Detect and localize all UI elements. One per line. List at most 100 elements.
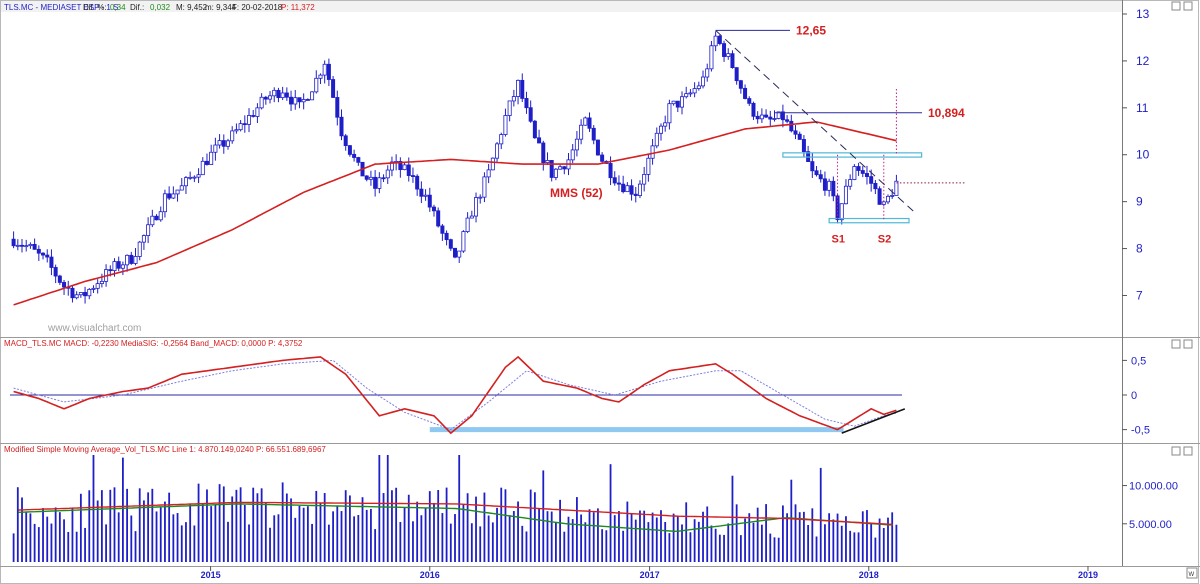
candle-body-down <box>453 247 458 258</box>
price-candle <box>24 239 29 252</box>
macd-window-controls[interactable] <box>1171 339 1193 349</box>
price-candle <box>848 174 853 190</box>
volume-bar <box>319 503 322 562</box>
price-candle <box>827 178 832 197</box>
price-candle <box>881 200 886 207</box>
price-candle <box>423 189 428 201</box>
candle-body-up <box>150 215 155 226</box>
candle-body-down <box>83 292 88 297</box>
macd-signal-line <box>13 359 897 431</box>
candle-body-up <box>146 224 151 237</box>
volume-bar <box>529 489 532 562</box>
price-candle <box>801 135 806 157</box>
candle-body-up <box>776 111 781 119</box>
volume-bar <box>554 522 557 562</box>
candle-body-down <box>373 176 378 189</box>
volume-ytick-label: 10.000.00 <box>1129 481 1178 493</box>
candle-body-up <box>238 123 243 131</box>
macd-minimize-button[interactable] <box>1171 339 1181 349</box>
volume-bar <box>866 510 868 562</box>
candle-body-down <box>717 35 722 44</box>
volume-minimize-button[interactable] <box>1171 446 1181 456</box>
volume-bar <box>151 488 154 562</box>
price-candle <box>591 125 596 145</box>
volume-bar <box>718 534 721 562</box>
volume-bar <box>870 523 873 562</box>
candle-body-up <box>827 180 832 191</box>
price-candle <box>45 249 50 263</box>
price-header-dif-label: Dif.: <box>130 3 144 12</box>
volume-bar <box>403 507 406 562</box>
price-candle <box>419 181 424 204</box>
price-candle <box>877 186 882 205</box>
price-candle <box>141 234 146 250</box>
price-candle <box>797 131 802 140</box>
volume-bar <box>63 519 65 562</box>
volume-window-controls[interactable] <box>1171 446 1193 456</box>
volume-bar <box>891 512 894 562</box>
price-candle <box>280 86 285 101</box>
price-candle <box>284 87 289 101</box>
price-candle <box>520 73 525 103</box>
price-ytick-label: 9 <box>1136 195 1143 209</box>
volume-bar <box>735 504 738 562</box>
price-candle <box>738 79 743 94</box>
candle-body-down <box>633 193 638 196</box>
candle-body-up <box>377 177 382 189</box>
candle-body-down <box>860 170 865 174</box>
corner-button[interactable] <box>1186 567 1198 579</box>
candle-body-down <box>722 43 727 57</box>
volume-bar <box>723 534 725 562</box>
price-candle <box>326 58 331 87</box>
volume-bar <box>760 524 763 562</box>
candle-body-down <box>381 177 386 180</box>
volume-bar <box>508 515 511 562</box>
close-button[interactable] <box>1183 1 1193 11</box>
price-candle <box>213 137 218 161</box>
macd-close-button[interactable] <box>1183 339 1193 349</box>
candle-body-up <box>461 231 466 252</box>
minimize-button[interactable] <box>1171 1 1181 11</box>
price-candle <box>537 129 542 144</box>
price-candle <box>20 238 25 253</box>
volume-bar <box>71 507 74 562</box>
volume-bar <box>828 513 831 562</box>
candle-body-down <box>431 206 436 212</box>
volume-bar <box>437 489 440 562</box>
price-candle <box>637 180 642 199</box>
volume-bar <box>613 515 616 562</box>
price-candle <box>734 67 739 85</box>
candle-body-up <box>558 166 563 170</box>
candle-body-up <box>225 140 230 147</box>
volume-bar <box>75 531 78 562</box>
candle-body-down <box>524 98 529 109</box>
price-window-controls[interactable] <box>1171 1 1193 11</box>
volume-bar <box>597 508 599 562</box>
price-candle <box>541 140 546 171</box>
price-candle <box>415 174 420 196</box>
candle-body-up <box>478 196 483 199</box>
volume-bar <box>370 508 372 562</box>
volume-bar <box>521 525 524 562</box>
volume-bar <box>285 493 288 562</box>
volume-bar <box>260 488 263 562</box>
volume-close-button[interactable] <box>1183 446 1193 456</box>
candle-body-down <box>869 176 874 184</box>
candle-body-up <box>705 68 710 78</box>
candle-body-down <box>242 123 247 126</box>
volume-bar <box>739 535 742 562</box>
price-candle <box>368 170 373 186</box>
candle-body-up <box>457 250 462 258</box>
volume-bar <box>618 511 620 562</box>
volume-bar <box>811 508 814 562</box>
candle-body-up <box>583 117 588 126</box>
volume-bar <box>290 498 292 562</box>
price-candle <box>629 179 634 201</box>
volume-bar <box>361 497 364 562</box>
volume-bar <box>676 515 679 562</box>
candle-body-down <box>797 133 802 140</box>
price-candle <box>516 79 521 105</box>
time-xtick-label: 2015 <box>201 570 221 580</box>
candle-body-up <box>314 77 319 93</box>
